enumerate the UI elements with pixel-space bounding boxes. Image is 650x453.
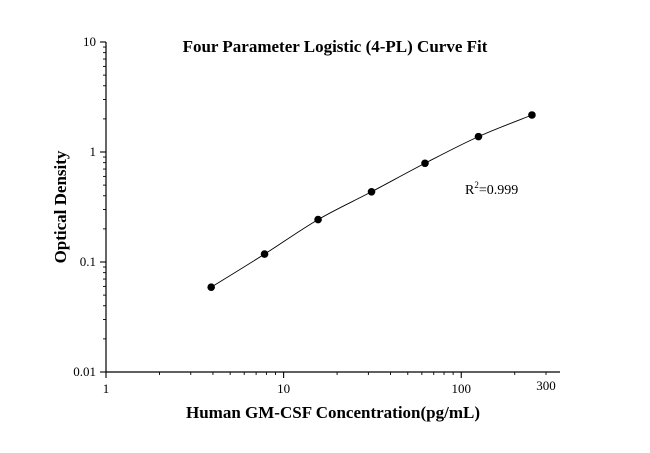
chart-title: Four Parameter Logistic (4-PL) Curve Fit xyxy=(183,37,488,56)
axes xyxy=(105,42,560,373)
fit-curve-layer xyxy=(210,114,533,288)
y-axis-title: Optical Density xyxy=(51,150,70,263)
ticks: 0.01 0.1 1 10 1 10 100 300 xyxy=(73,34,556,396)
y-tick-label: 0.1 xyxy=(80,254,96,269)
x-tick-label: 10 xyxy=(277,381,290,396)
x-tick-label: 1 xyxy=(103,381,110,396)
data-point xyxy=(367,187,376,196)
y-tick-label: 10 xyxy=(83,34,96,49)
x-tick-label: 100 xyxy=(452,381,472,396)
y-tick-label: 1 xyxy=(90,144,97,159)
data-point xyxy=(421,159,429,168)
r-squared-annotation: R2=0.999 xyxy=(465,180,518,198)
data-point xyxy=(260,250,269,258)
data-points-layer xyxy=(207,111,536,292)
x-tick-label: 300 xyxy=(536,378,556,393)
r-squared-value: =0.999 xyxy=(479,183,518,198)
y-tick-label: 0.01 xyxy=(73,364,96,379)
x-axis-title: Human GM-CSF Concentration(pg/mL) xyxy=(186,403,480,422)
r-squared-superscript: 2 xyxy=(474,180,479,190)
data-point xyxy=(207,283,215,292)
data-point xyxy=(528,111,536,119)
data-point xyxy=(314,215,322,224)
data-point xyxy=(474,132,483,141)
r-squared-base: R xyxy=(465,183,475,198)
fit-curve xyxy=(210,114,533,288)
